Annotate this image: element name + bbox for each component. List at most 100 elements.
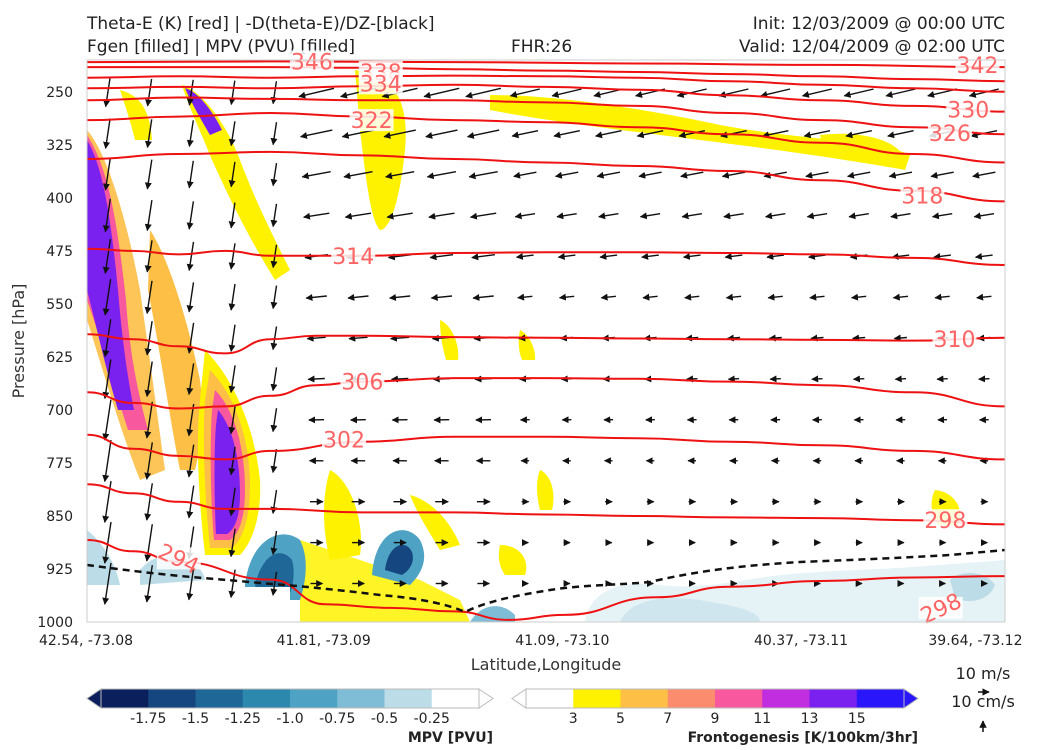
wind-vector [390, 334, 410, 342]
wind-vector [599, 252, 618, 260]
wind-vector [681, 212, 703, 220]
wind-vector [186, 403, 195, 437]
y-tick-label: 250 [46, 85, 73, 101]
wind-vector [228, 528, 236, 558]
fgen-colorbar-extend-high [903, 688, 919, 709]
wind-vector [228, 202, 236, 229]
wind-vector [103, 78, 111, 108]
mpv-colorbar-swatch [101, 689, 149, 708]
theta-e-label: 346 [291, 50, 333, 75]
wind-vector [144, 199, 153, 232]
wind-vector [514, 212, 536, 220]
theta-e-label-bg [923, 509, 968, 532]
wind-vector [344, 212, 372, 220]
theta-e-label-bg [349, 109, 394, 132]
wind-vector [809, 293, 825, 301]
fgen-colorbar-swatch [856, 689, 905, 708]
wind-vector [721, 171, 746, 179]
fgen-colorbar-tick-label: 11 [753, 711, 771, 727]
wind-vector [968, 88, 999, 98]
wind-vector [343, 171, 373, 180]
frontogenesis-colorbar-title: Frontogenesis [K/100km/3hr] [688, 730, 918, 746]
wind-vector [801, 88, 832, 98]
wind-vector [511, 130, 539, 139]
y-tick-label: 1000 [37, 615, 73, 631]
wind-vector [102, 562, 112, 605]
fgen-colorbar-tick-label: 7 [663, 711, 672, 727]
wind-vector [852, 334, 866, 342]
wind-vector [145, 78, 153, 107]
wind-vector [426, 171, 457, 180]
wind-vector [270, 326, 278, 351]
wind-vector [144, 401, 153, 439]
wind-vector [228, 324, 236, 352]
wind-vector [186, 201, 195, 230]
x-tick-label: 41.81, -73.09 [277, 633, 371, 649]
y-tick-label: 325 [46, 138, 73, 154]
wind-vector [557, 252, 576, 260]
wind-vector [423, 87, 460, 99]
theta-e-label-bg [322, 428, 367, 451]
wind-vector [558, 293, 575, 301]
theta-e-label-bg [932, 328, 977, 351]
dtheta-dz-contour [87, 548, 1005, 614]
x-tick-label: 41.09, -73.10 [515, 633, 609, 649]
wind-vector [639, 212, 661, 220]
wind-vector [228, 161, 236, 188]
fgen-colorbar-swatch [809, 689, 858, 708]
x-axis-ticks: 42.54, -73.08 41.81, -73.09 41.09, -73.10 4… [39, 633, 1023, 649]
wind-vector [348, 334, 368, 342]
wind-vector [888, 171, 913, 179]
wind-vector [978, 375, 990, 383]
theta-e-label: 314 [332, 245, 374, 270]
wind-vector [636, 130, 664, 139]
wind-vector [682, 252, 701, 260]
x-tick-label: 40.37, -73.11 [754, 633, 848, 649]
y-tick-label: 850 [46, 509, 73, 525]
wind-vector [761, 130, 789, 139]
theta-e-label: 306 [341, 371, 383, 396]
fgen-colorbar-extend-low [511, 688, 527, 709]
wind-vector [144, 565, 153, 603]
fgen-colorbar-swatch [667, 689, 716, 708]
wind-vector [468, 171, 498, 180]
title-line-2: Fgen [filled] | MPV (PVU) [filled] [87, 37, 356, 57]
theta-e-line-298 [87, 483, 1005, 526]
mpv-colorbar-tick-label: -1.25 [225, 711, 261, 727]
wind-vector [845, 130, 872, 139]
wind-vector [598, 212, 619, 220]
theta-e-line-322 [87, 111, 1005, 164]
wind-vector [102, 319, 112, 358]
wind-vector [383, 129, 416, 139]
wind-vector [186, 79, 194, 106]
wind-vector [887, 130, 914, 139]
theta-e-label-bg [927, 121, 972, 144]
y-tick-label: 400 [46, 191, 73, 207]
wind-vector [678, 130, 706, 139]
theta-e-label-bg [331, 244, 376, 267]
fgen-colorbar-tick-label: 9 [711, 711, 720, 727]
theta-e-label: 326 [929, 122, 971, 147]
theta-e-label-bg [918, 596, 963, 619]
wind-vector [103, 118, 111, 149]
theta-e-line-310 [87, 333, 1005, 355]
wind-vector [228, 283, 236, 311]
frontogenesis-colorbar: 3 5 7 9 11 13 15 [511, 688, 919, 727]
wind-vector [144, 240, 153, 273]
theta-e-label: 302 [323, 429, 365, 454]
wind-vector [144, 159, 153, 190]
fgen-colorbar-swatch [762, 689, 810, 708]
wind-vector [976, 293, 992, 301]
wind-vector [767, 293, 783, 301]
wind-vector [144, 280, 153, 315]
wind-vector [515, 252, 534, 260]
y-axis-ticks: 250 325 400 475 550 625 700 775 850 925 1000 [37, 85, 73, 631]
wind-vector [301, 171, 331, 180]
theta-e-labels: 3463423383343223303263183143103063022982… [154, 50, 1000, 629]
wind-vector [811, 375, 823, 383]
wind-vector [305, 293, 327, 301]
init-time-label: Init: 12/03/2009 @ 00:00 UTC [752, 14, 1005, 34]
plot-frame [86, 59, 1006, 623]
mpv-colorbar-swatch [195, 689, 244, 708]
wind-vector [102, 521, 112, 564]
